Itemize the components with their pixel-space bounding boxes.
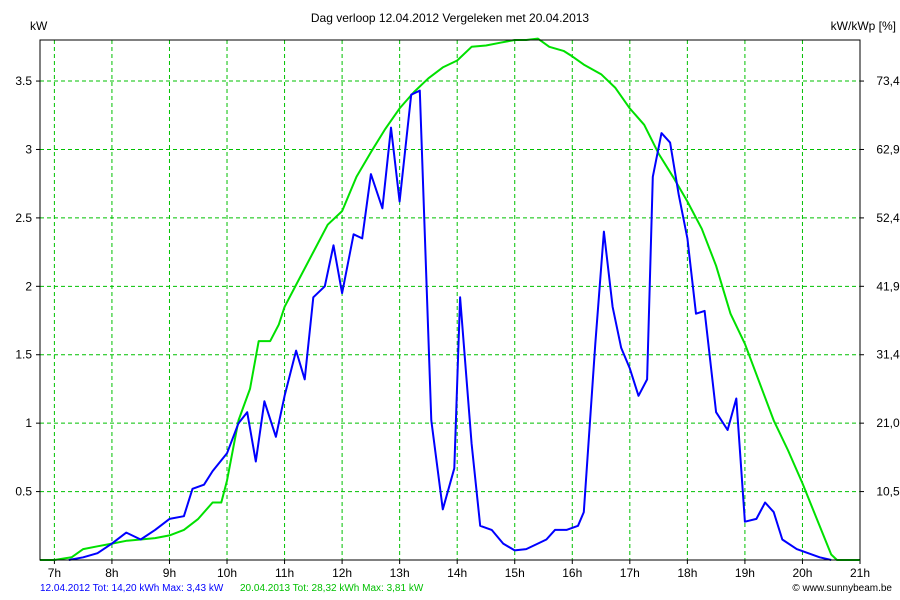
y-tick-label: 3.5: [15, 74, 32, 88]
x-tick-label: 8h: [105, 566, 118, 580]
x-tick-label: 10h: [217, 566, 237, 580]
tick-labels: 7h 8h 9h 10h 11h 12h 13h 14h 15h 16h 17h 18h 19h 20h 2…: [15, 74, 900, 580]
x-tick-label: 20h: [792, 566, 812, 580]
y2-tick-label: 52,4: [876, 211, 900, 225]
chart-title: Dag verloop 12.04.2012 Vergeleken met 20…: [311, 11, 590, 25]
plot-frame: [39, 39, 861, 561]
x-tick-label: 21h: [850, 566, 870, 580]
series-line-green: [40, 37, 860, 561]
credit-link[interactable]: © www.sunnybeam.be: [792, 583, 892, 594]
y-tick-label: 1.5: [15, 348, 32, 362]
y-axis-left-label: kW: [30, 19, 48, 33]
y2-tick-label: 73,4: [876, 74, 900, 88]
y-tick-label: 2: [25, 279, 32, 293]
x-tick-label: 13h: [390, 566, 410, 580]
x-tick-label: 18h: [677, 566, 697, 580]
grid: [40, 40, 860, 560]
y2-tick-label: 41,9: [876, 279, 900, 293]
y-tick-label: 1: [25, 416, 32, 430]
x-tick-label: 11h: [275, 566, 294, 580]
x-tick-label: 17h: [620, 566, 640, 580]
x-tick-label: 7h: [48, 566, 61, 580]
y-tick-label: 2.5: [15, 211, 32, 225]
y2-tick-label: 10,5: [876, 485, 900, 499]
series-line-blue: [68, 89, 832, 561]
series1-summary: 12.04.2012 Tot: 14,20 kWh Max: 3,43 kW: [40, 583, 224, 594]
x-tick-label: 14h: [447, 566, 467, 580]
y2-tick-label: 21,0: [876, 416, 900, 430]
y-tick-label: 3: [25, 142, 32, 156]
y2-tick-label: 31,4: [876, 348, 900, 362]
series2-summary: 20.04.2013 Tot: 28,32 kWh Max: 3,81 kW: [240, 583, 424, 594]
x-tick-label: 15h: [505, 566, 525, 580]
x-tick-label: 12h: [332, 566, 352, 580]
y-tick-label: 0.5: [15, 485, 32, 499]
series-lines: [40, 37, 860, 561]
x-tick-label: 16h: [562, 566, 582, 580]
x-tick-label: 19h: [735, 566, 755, 580]
x-tick-label: 9h: [163, 566, 176, 580]
y2-tick-label: 62,9: [876, 142, 900, 156]
y-axis-right-label: kW/kWp [%]: [831, 19, 896, 33]
